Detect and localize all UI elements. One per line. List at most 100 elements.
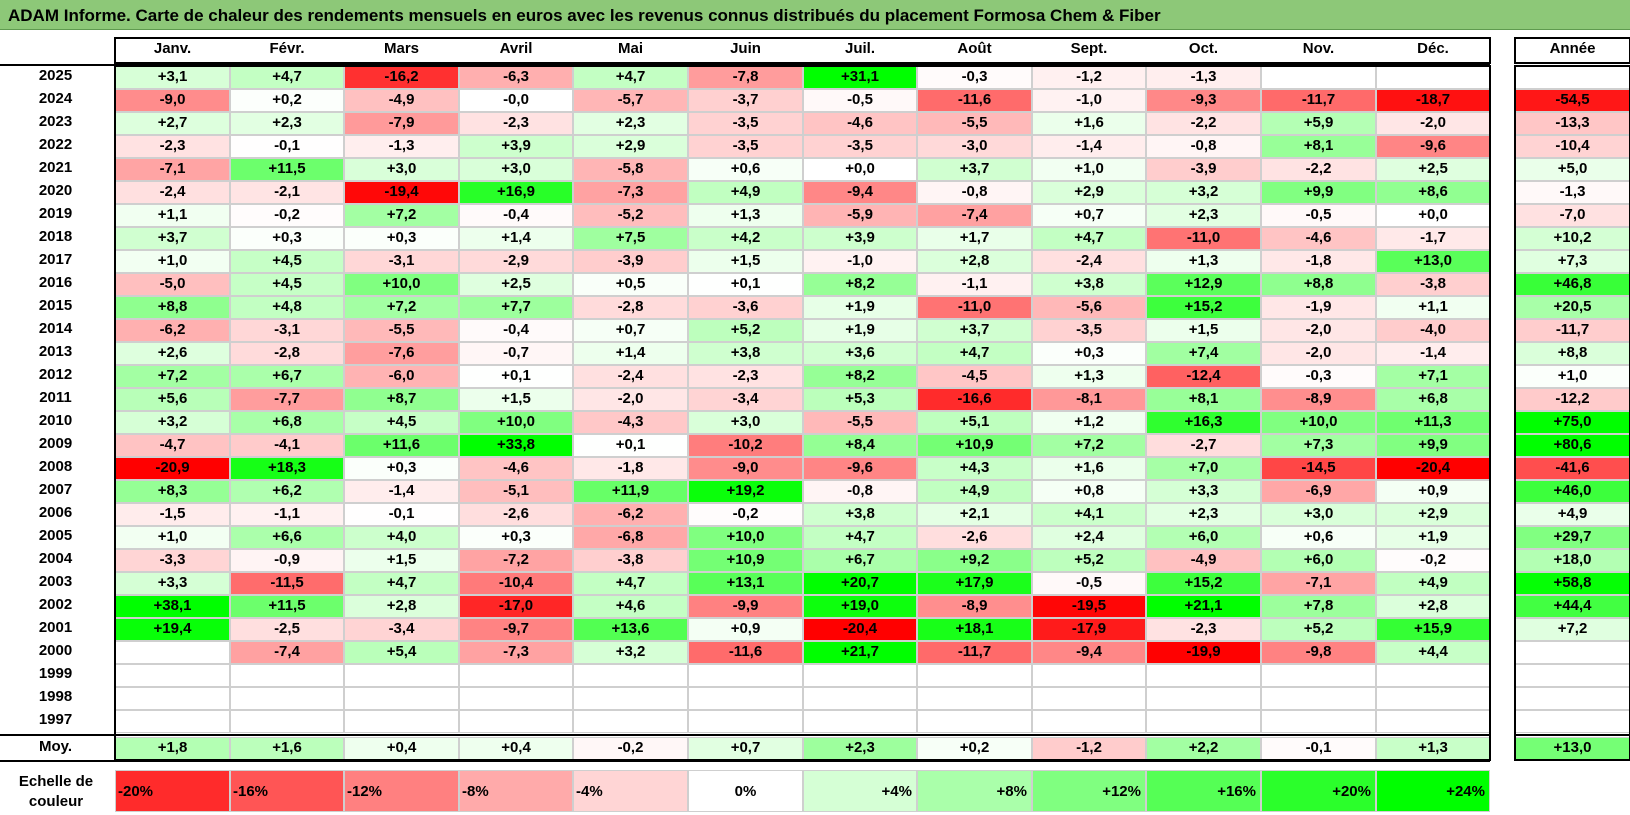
heatmap-cell: +5,2 [1032,549,1146,572]
heatmap-cell: +6,7 [230,365,344,388]
heatmap-cell: -6,2 [115,319,230,342]
heatmap-cell: -17,9 [1032,618,1146,641]
heatmap-cell: +5,9 [1261,112,1376,135]
average-cell: -0,1 [1261,737,1376,760]
year-label: 2011 [39,389,72,406]
heatmap-cell: -11,7 [917,641,1032,664]
annual-cell: +4,9 [1515,503,1630,526]
heatmap-cell: -3,0 [917,135,1032,158]
heatmap-cell: -3,7 [688,89,803,112]
heatmap-cell: +0,9 [688,618,803,641]
heatmap-cell: +0,0 [803,158,917,181]
heatmap-cell: -17,0 [459,595,573,618]
average-cell: +0,7 [688,737,803,760]
heatmap-cell: -7,8 [688,66,803,89]
average-separator-annual [1514,734,1630,736]
heatmap-cell: +8,4 [803,434,917,457]
heatmap-cell: +7,5 [573,227,688,250]
heatmap-cell: +2,3 [1146,503,1261,526]
year-label: 1998 [38,688,73,705]
year-label: 2022 [38,136,73,153]
year-label: 2014 [38,320,73,337]
heatmap-cell: +3,7 [917,319,1032,342]
month-header: Nov. [1302,40,1335,57]
color-scale-label: Echelle de couleur [18,773,94,810]
heatmap-cell: +8,8 [1261,273,1376,296]
heatmap-cell [1146,664,1261,687]
heatmap-cell: +5,6 [115,388,230,411]
heatmap-cell: -2,4 [115,181,230,204]
heatmap-cell [115,641,230,664]
heatmap-cell [344,664,459,687]
heatmap-cell: +11,5 [230,158,344,181]
heatmap-cell: +2,8 [917,250,1032,273]
heatmap-cell [1376,687,1490,710]
annual-cell [1515,66,1630,89]
average-cell: +0,4 [459,737,573,760]
annual-cell: +7,2 [1515,618,1630,641]
annual-cell: +46,8 [1515,273,1630,296]
annual-cell: -10,4 [1515,135,1630,158]
year-label: 1997 [38,711,73,728]
heatmap-cell: -0,3 [1261,365,1376,388]
heatmap-cell: +1,5 [459,388,573,411]
heatmap-cell: -11,7 [1261,89,1376,112]
heatmap-cell: -2,0 [1261,342,1376,365]
heatmap-cell: +20,7 [803,572,917,595]
heatmap-cell [344,710,459,733]
heatmap-cell [688,664,803,687]
heatmap-cell: +2,9 [1032,181,1146,204]
heatmap-cell: -20,4 [1376,457,1490,480]
heatmap-cell: +0,3 [344,457,459,480]
heatmap-cell: +1,0 [1032,158,1146,181]
heatmap-cell: +4,5 [344,411,459,434]
heatmap-cell: +3,8 [688,342,803,365]
heatmap-cell [230,664,344,687]
average-label: Moy. [38,738,73,755]
heatmap-cell [917,710,1032,733]
heatmap-cell: +2,8 [344,595,459,618]
heatmap-cell: -1,4 [1376,342,1490,365]
heatmap-cell: +6,7 [803,549,917,572]
heatmap-cell: -5,0 [115,273,230,296]
heatmap-cell: +1,6 [1032,112,1146,135]
heatmap-cell: -4,6 [1261,227,1376,250]
heatmap-cell: -2,8 [230,342,344,365]
heatmap-cell: +1,5 [344,549,459,572]
heatmap-cell: +3,8 [803,503,917,526]
heatmap-cell: -1,8 [1261,250,1376,273]
annual-cell: -11,7 [1515,319,1630,342]
heatmap-cell: +7,2 [1032,434,1146,457]
heatmap-cell: -19,9 [1146,641,1261,664]
heatmap-cell: -0,2 [230,204,344,227]
heatmap-cell: -5,7 [573,89,688,112]
heatmap-cell: -7,9 [344,112,459,135]
heatmap-cell: -3,9 [573,250,688,273]
heatmap-cell: +1,3 [688,204,803,227]
month-header: Sept. [1070,40,1108,57]
heatmap-cell: -16,2 [344,66,459,89]
heatmap-cell [1261,710,1376,733]
heatmap-cell: +0,1 [573,434,688,457]
heatmap-cell: -7,7 [230,388,344,411]
average-cell: +0,2 [917,737,1032,760]
annual-cell: +7,3 [1515,250,1630,273]
heatmap-cell: +16,9 [459,181,573,204]
heatmap-cell: +13,1 [688,572,803,595]
month-header: Juil. [844,40,875,57]
year-label: 2020 [38,182,73,199]
heatmap-cell: -3,3 [115,549,230,572]
year-label: 2025 [38,67,73,84]
annual-cell: +8,8 [1515,342,1630,365]
header-rule [0,64,1490,66]
heatmap-cell: +19,0 [803,595,917,618]
month-header: Avril [499,40,533,57]
heatmap-cell: +10,0 [459,411,573,434]
annual-cell [1515,687,1630,710]
heatmap-cell: -12,4 [1146,365,1261,388]
heatmap-cell: +10,9 [917,434,1032,457]
heatmap-cell: -1,1 [230,503,344,526]
heatmap-cell: -2,9 [459,250,573,273]
annual-cell: +75,0 [1515,411,1630,434]
heatmap-cell: +10,0 [688,526,803,549]
